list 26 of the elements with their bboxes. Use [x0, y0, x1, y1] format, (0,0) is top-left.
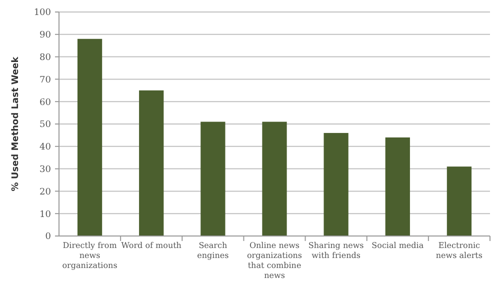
y-axis-title: % Used Method Last Week	[11, 56, 21, 192]
bar	[324, 132, 348, 236]
bar	[139, 90, 164, 236]
y-tick-label: 80	[40, 52, 52, 63]
y-tick-label: 0	[45, 232, 52, 242]
x-tick-label: Electronic news alerts	[436, 241, 483, 260]
bar	[200, 122, 226, 236]
bar	[446, 166, 472, 236]
y-tick-label: 50	[40, 120, 52, 130]
y-tick-label: 100	[34, 8, 52, 18]
y-tick-label: 10	[40, 210, 52, 220]
y-tick-label: 20	[40, 187, 52, 198]
y-tick-label: 90	[40, 30, 52, 41]
y-tick-label: 30	[40, 164, 52, 175]
y-tick-label: 60	[40, 98, 52, 108]
x-tick-label: Online news organizations that combine news	[246, 241, 302, 280]
x-tick-label: Social media	[372, 241, 424, 250]
x-tick-label: Sharing news with friends	[308, 241, 364, 260]
bar	[77, 38, 102, 236]
bar	[385, 137, 410, 236]
x-tick-label: Word of mouth	[121, 241, 182, 250]
y-tick-label: 40	[40, 142, 52, 153]
x-tick-label: Search engines	[197, 241, 229, 260]
x-tick-label: Directly from news organizations	[62, 241, 118, 270]
bar	[262, 122, 287, 236]
y-tick-label: 70	[40, 75, 52, 86]
